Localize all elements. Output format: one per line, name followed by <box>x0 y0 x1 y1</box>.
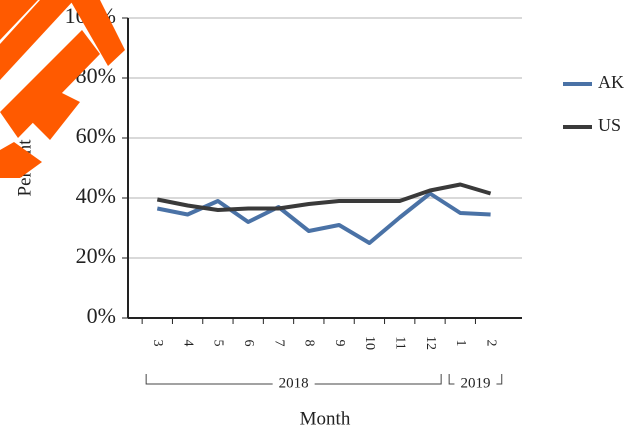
series-line <box>156 191 491 245</box>
y-tick-label: 0% <box>87 303 116 328</box>
y-tick-label: 60% <box>76 123 116 148</box>
x-tick-label: 7 <box>271 340 286 347</box>
watermark-stroke <box>0 0 74 80</box>
group-label: 2018 <box>279 375 309 391</box>
x-tick-label: 3 <box>150 340 165 347</box>
legend-label: US <box>598 115 621 135</box>
watermark-stroke <box>0 0 38 40</box>
x-tick-label: 8 <box>302 340 317 347</box>
watermark-stroke <box>70 0 125 66</box>
x-tick-label: 2 <box>483 340 498 347</box>
watermark-stroke <box>0 142 42 178</box>
watermark-stroke <box>30 92 80 140</box>
x-tick-label: 10 <box>362 336 377 350</box>
group-label: 2019 <box>460 375 490 391</box>
x-tick-label: 1 <box>453 340 468 347</box>
x-tick-label: 5 <box>211 340 226 347</box>
x-tick-label: 9 <box>332 340 347 347</box>
series-line <box>156 182 492 212</box>
watermark <box>0 0 125 178</box>
legend-label: AK <box>598 72 624 92</box>
x-axis-label: Month <box>300 408 351 429</box>
group-bracket <box>448 374 503 385</box>
watermark-stroke <box>0 30 100 138</box>
y-tick-label: 20% <box>76 243 116 268</box>
x-tick-label: 11 <box>392 336 407 349</box>
x-tick-label: 6 <box>241 340 256 347</box>
x-tick-label: 4 <box>180 340 195 347</box>
group-bracket <box>145 374 442 385</box>
x-tick-label: 12 <box>423 336 438 350</box>
y-tick-label: 40% <box>76 183 116 208</box>
